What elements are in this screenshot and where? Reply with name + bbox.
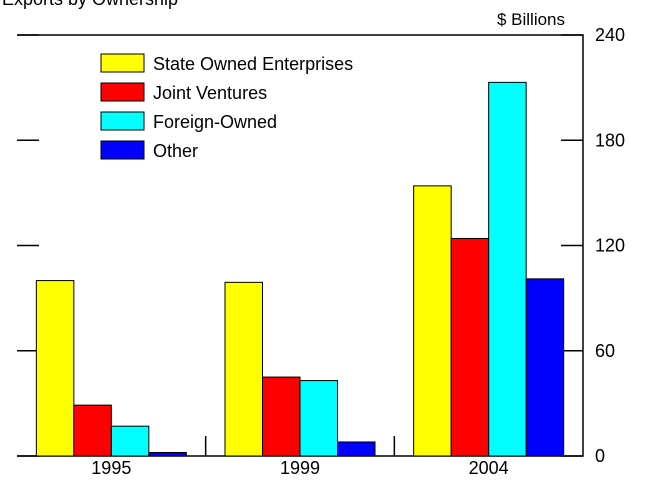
legend-label-1: Joint Ventures <box>153 83 267 103</box>
y-tick-label: 120 <box>595 236 625 256</box>
legend: State Owned Enterprises Joint Ventures For… <box>100 53 353 161</box>
bar-joint-ventures-2004 <box>450 237 490 457</box>
bar-state-owned-enterprises-2004 <box>413 185 452 457</box>
bar-joint-ventures-1995 <box>73 404 112 457</box>
x-tick-labels: 1995 1999 2004 <box>91 458 508 478</box>
bar-other-1995 <box>148 451 187 457</box>
y-axis-unit-label: $ Billions <box>497 10 565 29</box>
bar-joint-ventures-1999 <box>262 376 301 457</box>
x-tick-label-1995: 1995 <box>91 458 131 478</box>
bar-state-owned-enterprises-1995 <box>35 280 75 457</box>
x-tick-label-2004: 2004 <box>469 458 509 478</box>
legend-label-2: Foreign-Owned <box>153 112 277 132</box>
bar-other-2004 <box>525 278 565 457</box>
legend-label-0: State Owned Enterprises <box>153 54 353 74</box>
legend-label-3: Other <box>153 141 198 161</box>
x-tick-label-1999: 1999 <box>280 458 320 478</box>
legend-swatch-0 <box>100 53 145 73</box>
bar-foreign-owned-2004 <box>488 81 527 457</box>
legend-swatch-3 <box>100 140 145 160</box>
y-tick-label: 0 <box>595 446 605 466</box>
y-tick-labels: 0 60 120 180 240 <box>595 25 625 466</box>
legend-swatch-1 <box>100 82 145 102</box>
bars <box>35 81 565 457</box>
bar-other-1999 <box>337 441 376 457</box>
y-tick-label: 180 <box>595 130 625 150</box>
bar-state-owned-enterprises-1999 <box>224 281 263 457</box>
bar-foreign-owned-1999 <box>299 380 338 457</box>
y-tick-label: 240 <box>595 25 625 45</box>
chart-title: Exports by Ownership <box>2 0 178 9</box>
legend-swatch-2 <box>100 111 145 131</box>
bar-foreign-owned-1995 <box>110 425 150 457</box>
y-tick-label: 60 <box>595 341 615 361</box>
